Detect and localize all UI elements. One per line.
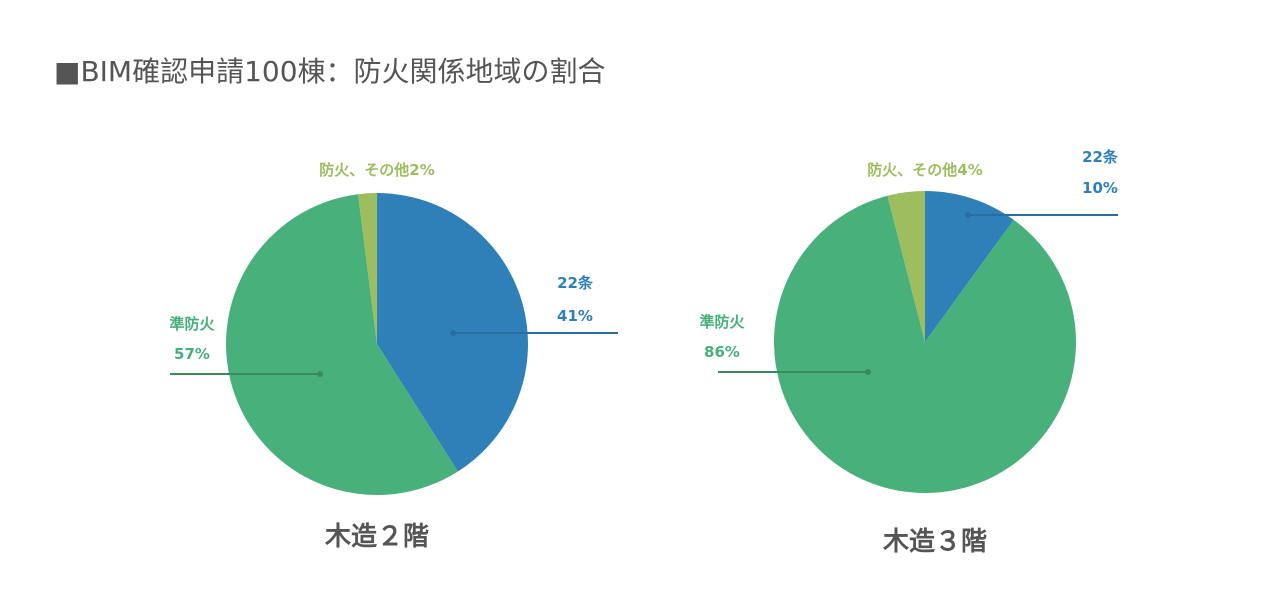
pie-2f-slice-junbouka <box>225 194 458 495</box>
chart-caption-3f: 木造３階 <box>882 527 987 557</box>
pie-2f-leaders <box>170 330 618 377</box>
pie-3f-slices <box>773 191 1076 493</box>
label-2f-22jo-name: 22条 <box>557 274 594 292</box>
leader-dot-3f-junbouka <box>865 369 871 375</box>
label-2f-bouka-other: 防火、その他2% <box>319 161 434 179</box>
pie-2f-slice-bouka-other <box>358 193 377 344</box>
page-title: ■BIM確認申請100棟：防火関係地域の割合 <box>54 55 606 88</box>
label-3f-22jo-name: 22条 <box>1082 148 1119 166</box>
leader-dot-2f-22jo <box>450 330 456 336</box>
pie-2f-slices <box>225 193 528 495</box>
leader-dot-3f-22jo <box>965 212 971 218</box>
label-2f-22jo-value: 41% <box>557 307 593 325</box>
chart-caption-2f: 木造２階 <box>324 522 429 552</box>
label-3f-bouka-other: 防火、その他4% <box>867 161 982 179</box>
label-3f-junbouka-name: 準防火 <box>699 313 745 331</box>
label-2f-junbouka-value: 57% <box>174 345 210 363</box>
label-3f-22jo-value: 10% <box>1082 179 1118 197</box>
label-3f-junbouka-value: 86% <box>704 343 740 361</box>
pie-chart-2f: 22条 41% 準防火 57% 防火、その他2% 木造２階 <box>169 161 618 552</box>
pie-3f-leaders <box>718 212 1118 375</box>
pie-3f-slice-bouka-other <box>887 191 925 342</box>
pie-3f-slice-junbouka <box>773 195 1076 493</box>
pie-3f-slice-22jo <box>925 191 1014 342</box>
leader-dot-2f-junbouka <box>317 371 323 377</box>
label-2f-junbouka-name: 準防火 <box>169 315 215 333</box>
pie-chart-3f: 22条 10% 準防火 86% 防火、その他4% 木造３階 <box>699 148 1118 557</box>
